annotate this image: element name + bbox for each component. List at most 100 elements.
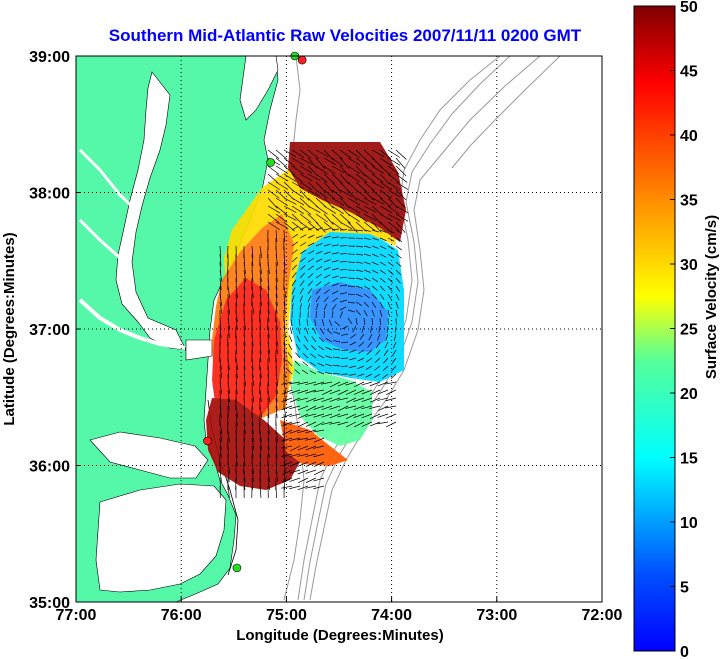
velocity-arrow	[379, 221, 391, 232]
velocity-arrow	[331, 304, 337, 311]
velocity-arrow	[219, 381, 222, 394]
velocity-arrow	[304, 335, 309, 343]
velocity-arrow	[267, 213, 280, 223]
y-tick-label: 35:00	[29, 595, 70, 612]
velocity-arrow	[339, 253, 348, 255]
velocity-arrow	[267, 421, 270, 434]
velocity-arrow	[281, 429, 293, 436]
velocity-arrow	[355, 197, 369, 205]
velocity-arrow	[353, 397, 365, 402]
velocity-arrow	[369, 389, 381, 395]
chart-title: Southern Mid-Atlantic Raw Velocities 200…	[109, 26, 582, 45]
velocity-arrow	[289, 485, 301, 490]
velocity-arrow	[363, 309, 368, 317]
velocity-arrow	[267, 205, 281, 214]
velocity-arrow	[371, 189, 383, 200]
velocity-arrow	[379, 157, 392, 167]
velocity-arrow	[371, 253, 379, 257]
velocity-arrow	[315, 181, 326, 193]
velocity-arrow	[323, 289, 330, 295]
velocity-arrow	[323, 243, 331, 247]
velocity-arrow	[315, 295, 320, 303]
velocity-arrow	[367, 341, 373, 348]
velocity-arrow	[315, 288, 321, 295]
velocity-arrow	[325, 363, 333, 367]
velocity-arrow	[357, 349, 365, 355]
velocity-arrow	[387, 309, 390, 317]
velocity-arrow	[283, 285, 287, 298]
velocity-arrow	[361, 405, 373, 410]
velocity-arrow	[289, 469, 301, 474]
velocity-arrow	[281, 453, 293, 457]
velocity-arrow	[371, 181, 385, 189]
velocity-arrow	[392, 341, 397, 349]
velocity-arrow	[275, 381, 278, 394]
x-tick-label: 72:00	[582, 607, 623, 624]
velocity-arrow	[363, 277, 371, 282]
velocity-arrow	[235, 453, 238, 466]
velocity-arrow	[283, 173, 297, 182]
velocity-arrow	[235, 269, 237, 283]
velocity-arrow	[371, 205, 383, 216]
velocity-arrow	[227, 485, 230, 498]
velocity-arrow	[283, 253, 286, 266]
velocity-arrow	[291, 287, 296, 295]
velocity-arrow	[350, 333, 357, 339]
velocity-arrow	[386, 421, 397, 428]
velocity-arrow	[395, 285, 401, 293]
velocity-arrow	[368, 333, 373, 341]
velocity-arrow	[289, 429, 301, 434]
velocity-arrow	[291, 295, 295, 303]
velocity-arrow	[395, 237, 403, 242]
velocity-arrow	[275, 213, 288, 223]
velocity-arrow	[323, 181, 334, 193]
velocity-arrow	[281, 397, 293, 402]
velocity-arrow	[251, 245, 254, 258]
velocity-arrow	[385, 413, 397, 419]
velocity-arrow	[371, 285, 378, 291]
velocity-arrow	[363, 293, 370, 299]
velocity-arrow	[307, 205, 321, 213]
velocity-arrow	[275, 197, 288, 206]
velocity-arrow	[352, 325, 357, 333]
velocity-arrow	[331, 228, 339, 231]
velocity-arrow	[317, 362, 325, 367]
velocity-arrow	[371, 149, 385, 158]
velocity-arrow	[371, 261, 379, 266]
velocity-arrow	[259, 293, 262, 306]
velocity-arrow	[267, 261, 270, 274]
velocity-arrow	[355, 269, 363, 272]
velocity-arrow	[291, 197, 305, 206]
velocity-arrow	[371, 213, 382, 225]
velocity-arrow	[363, 253, 371, 257]
velocity-arrow	[337, 421, 349, 426]
velocity-arrow	[321, 413, 333, 418]
velocity-arrow	[313, 389, 325, 393]
velocity-arrow	[315, 258, 323, 263]
velocity-arrow	[387, 301, 392, 309]
velocity-arrow	[337, 389, 349, 396]
velocity-arrow	[275, 461, 278, 474]
velocity-arrow	[331, 149, 343, 160]
velocity-arrow	[219, 445, 222, 458]
velocity-arrow	[395, 173, 408, 183]
velocity-arrow	[395, 229, 403, 234]
velocity-arrow	[251, 285, 254, 298]
velocity-arrow	[299, 242, 307, 247]
velocity-arrow	[267, 389, 270, 402]
velocity-arrow	[283, 157, 296, 167]
velocity-arrow	[243, 469, 246, 482]
velocity-arrow	[328, 319, 333, 327]
velocity-arrow	[347, 221, 358, 233]
velocity-arrow	[299, 303, 302, 311]
velocity-arrow	[357, 373, 365, 377]
velocity-arrow	[299, 226, 307, 231]
velocity-arrow	[395, 301, 399, 309]
velocity-region-green	[292, 360, 372, 446]
velocity-arrow	[291, 249, 298, 255]
velocity-arrow	[313, 461, 325, 467]
velocity-arrow	[339, 268, 348, 271]
velocity-arrow	[251, 397, 253, 411]
velocity-arrow	[385, 389, 397, 396]
velocity-arrow	[331, 181, 342, 193]
